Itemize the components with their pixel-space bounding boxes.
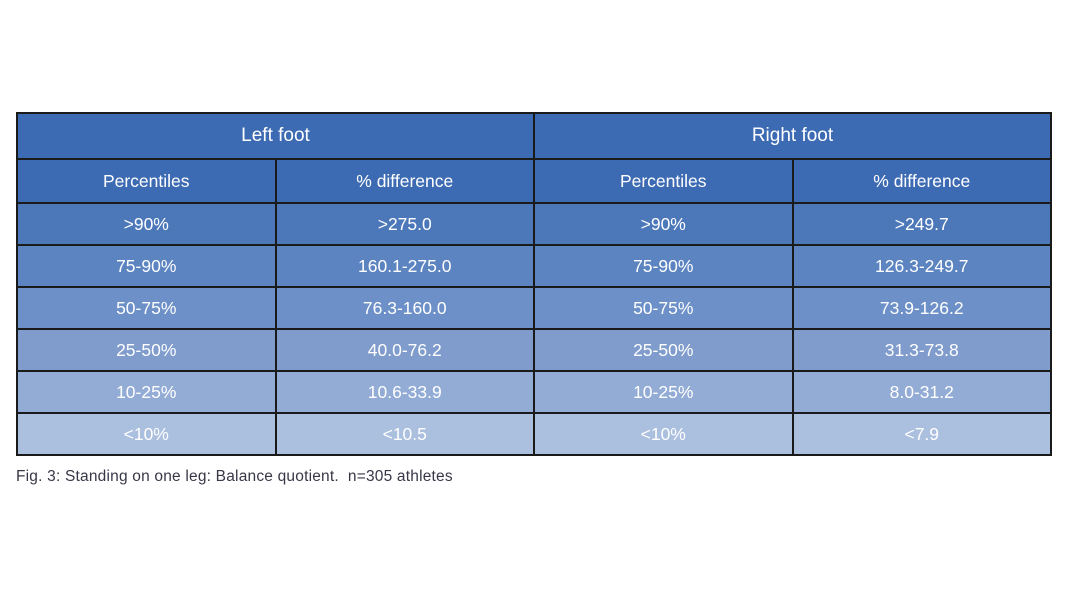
table-cell: 8.0-31.2 <box>791 370 1052 414</box>
column-header-difference-right: % difference <box>791 158 1052 204</box>
table-cell: 73.9-126.2 <box>791 286 1052 330</box>
table-cell: >90% <box>16 202 277 246</box>
table-cell: 76.3-160.0 <box>274 286 535 330</box>
table-cell: <7.9 <box>791 412 1052 456</box>
table-cell: 10-25% <box>533 370 794 414</box>
table-row: 75-90% 160.1-275.0 75-90% 126.3-249.7 <box>16 244 1052 288</box>
table-cell: 25-50% <box>16 328 277 372</box>
table-cell: 40.0-76.2 <box>274 328 535 372</box>
table-cell: 75-90% <box>16 244 277 288</box>
table-row: 10-25% 10.6-33.9 10-25% 8.0-31.2 <box>16 370 1052 414</box>
table-body: >90% >275.0 >90% >249.7 75-90% 160.1-275.0 75-… <box>16 202 1052 456</box>
column-header-difference-left: % difference <box>274 158 535 204</box>
table-cell: >90% <box>533 202 794 246</box>
table-cell: 50-75% <box>533 286 794 330</box>
table-row: <10% <10.5 <10% <7.9 <box>16 412 1052 456</box>
figure-caption: Fig. 3: Standing on one leg: Balance quo… <box>16 468 453 485</box>
table-cell: 126.3-249.7 <box>791 244 1052 288</box>
right-foot-group-header: Right foot <box>533 112 1052 160</box>
table-row: 50-75% 76.3-160.0 50-75% 73.9-126.2 <box>16 286 1052 330</box>
table-row: 25-50% 40.0-76.2 25-50% 31.3-73.8 <box>16 328 1052 372</box>
left-foot-group-header: Left foot <box>16 112 535 160</box>
table-cell: <10.5 <box>274 412 535 456</box>
column-header-percentiles-right: Percentiles <box>533 158 794 204</box>
table-cell: <10% <box>533 412 794 456</box>
table-row: >90% >275.0 >90% >249.7 <box>16 202 1052 246</box>
column-header-percentiles-left: Percentiles <box>16 158 277 204</box>
table-cell: 75-90% <box>533 244 794 288</box>
table-cell: 31.3-73.8 <box>791 328 1052 372</box>
column-header-row: Percentiles % difference Percentiles % d… <box>16 158 1052 204</box>
foot-group-header-row: Left foot Right foot <box>16 112 1052 160</box>
table-cell: >249.7 <box>791 202 1052 246</box>
table-cell: 160.1-275.0 <box>274 244 535 288</box>
table-cell: <10% <box>16 412 277 456</box>
table-cell: 25-50% <box>533 328 794 372</box>
table-cell: 10.6-33.9 <box>274 370 535 414</box>
balance-quotient-table: Left foot Right foot Percentiles % diffe… <box>16 112 1052 456</box>
table-cell: 50-75% <box>16 286 277 330</box>
table-cell: >275.0 <box>274 202 535 246</box>
table-cell: 10-25% <box>16 370 277 414</box>
